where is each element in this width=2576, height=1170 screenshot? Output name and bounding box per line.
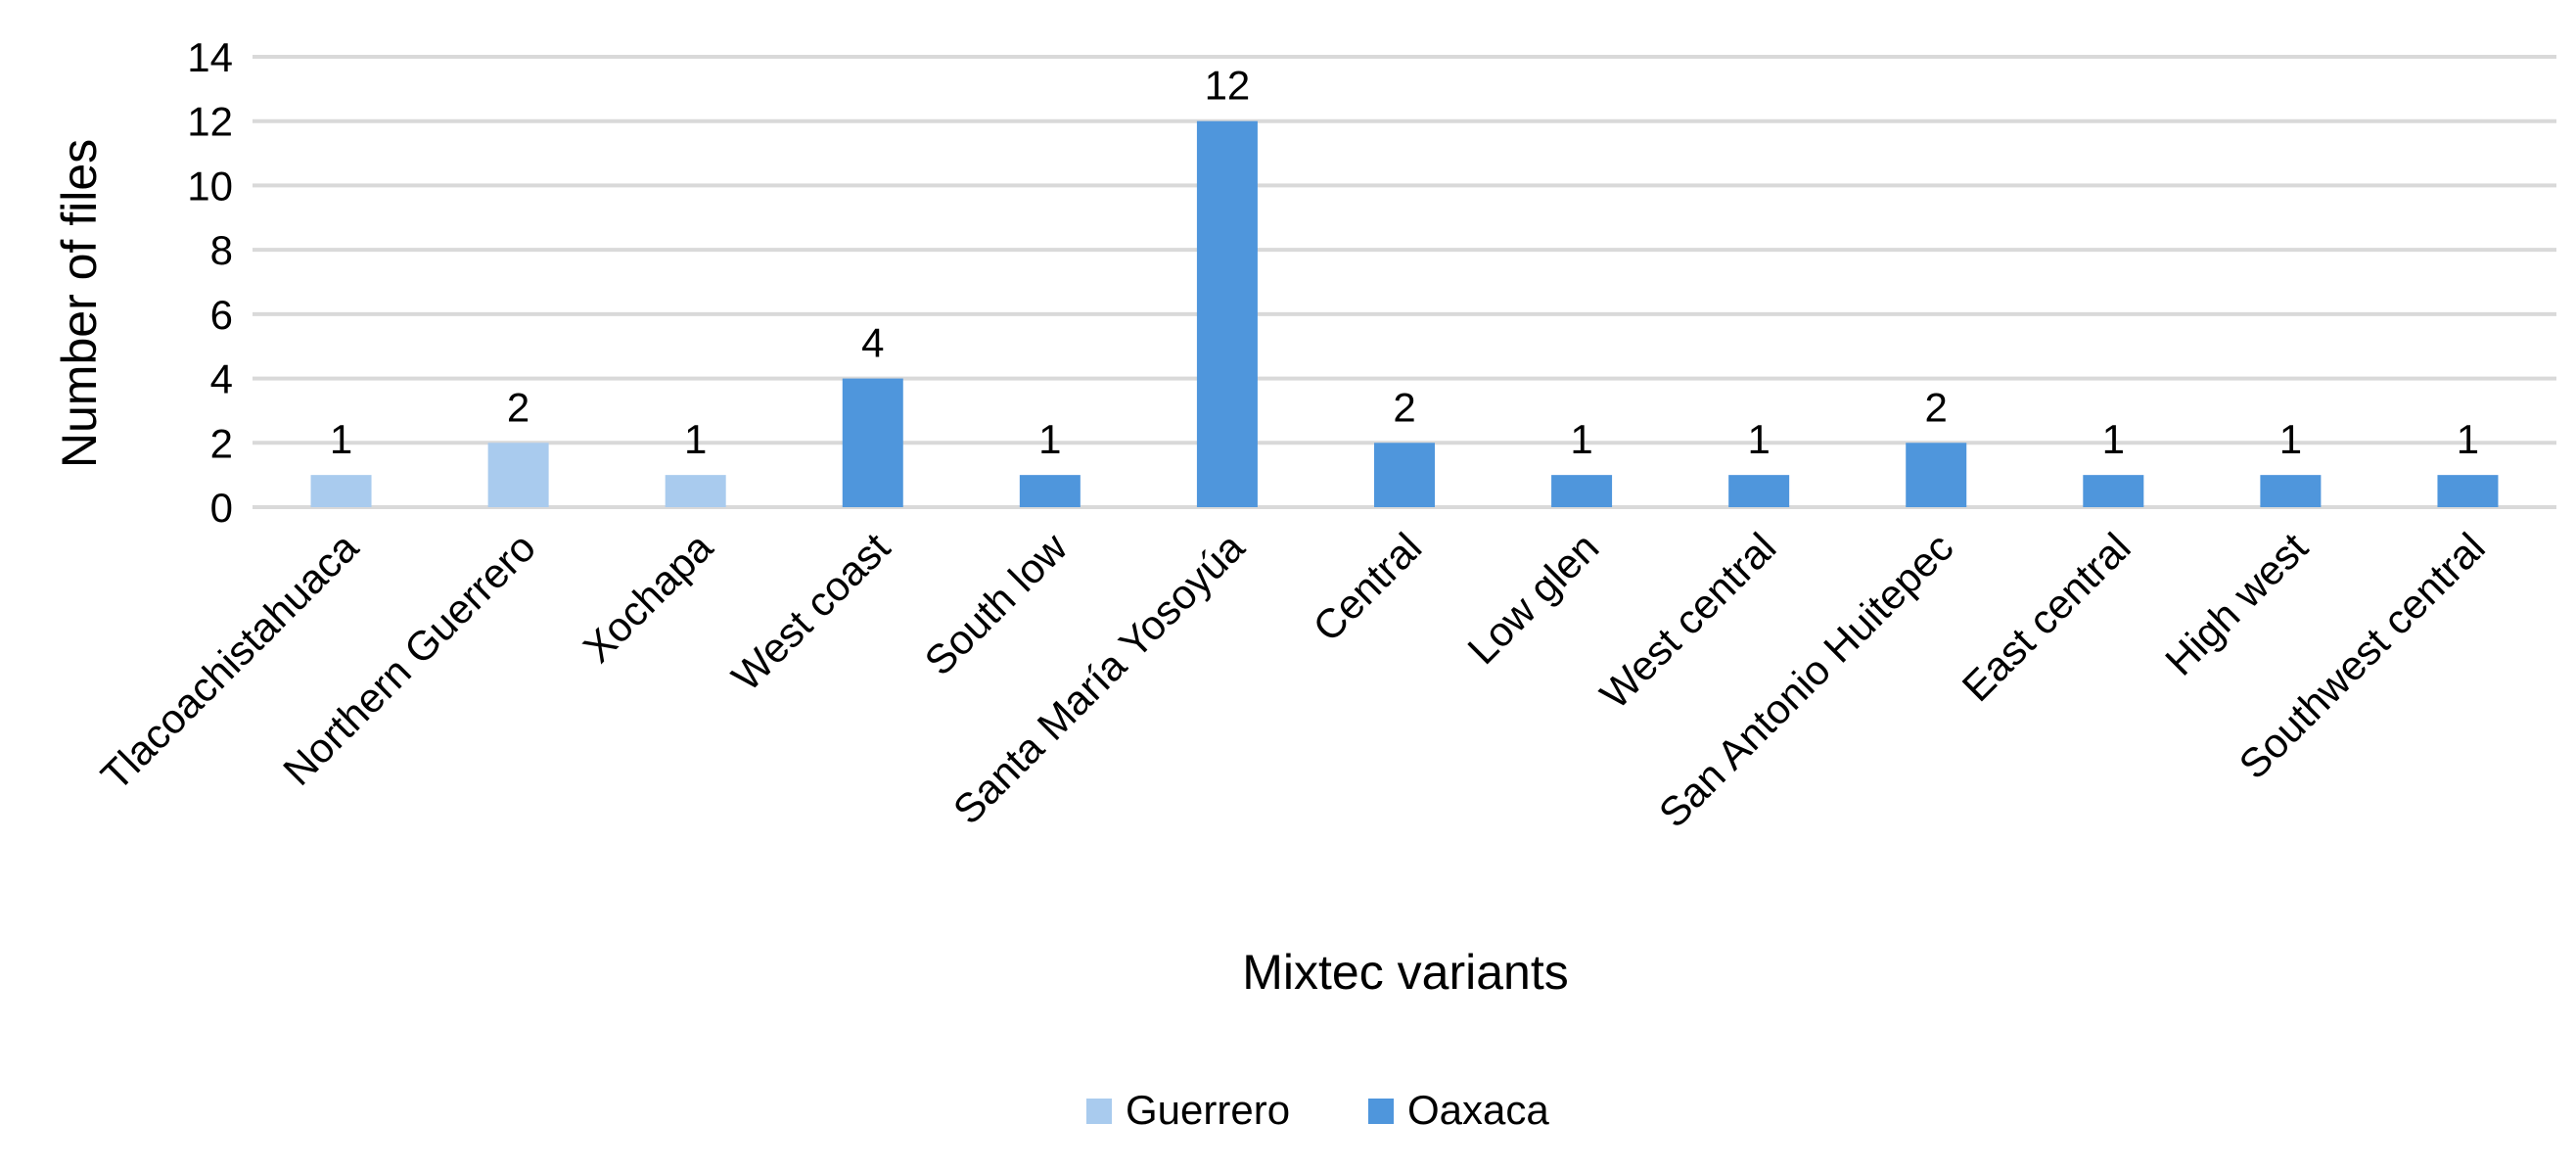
y-tick-label: 12 [187,99,233,145]
legend-label-oaxaca: Oaxaca [1407,1087,1549,1133]
bar-central [1374,443,1435,507]
bar-san-antonio-huitepec [1906,443,1967,507]
bar-low-glen [1551,475,1613,507]
data-label-tlacoachistahuaca: 1 [330,416,352,462]
y-axis-title: Number of files [52,139,107,468]
data-label-west-coast: 4 [861,320,884,366]
bar-southwest-central [2437,475,2499,507]
x-tick-label-san-antonio-huitepec: San Antonio Huitepec [1650,524,1962,836]
y-tick-label: 8 [210,227,233,273]
data-label-east-central: 1 [2102,416,2125,462]
x-tick-label-central: Central [1304,524,1430,650]
bar-tlacoachistahuaca [310,475,372,507]
legend: Guerrero Oaxaca [1086,1087,1549,1133]
legend-swatch-oaxaca [1368,1099,1394,1124]
y-tick-label: 14 [187,34,233,80]
legend-label-guerrero: Guerrero [1126,1087,1290,1133]
x-tick-label-santa-maria-yosoyua: Santa María Yosoyúa [944,524,1254,833]
y-tick-label: 0 [210,485,233,531]
x-axis-title: Mixtec variants [1242,945,1568,1000]
data-label-central: 2 [1393,384,1415,430]
y-tick-label: 2 [210,420,233,466]
y-tick-label: 10 [187,163,233,209]
bar-high-west [2260,475,2322,507]
data-label-west-central: 1 [1747,416,1770,462]
y-tick-label: 6 [210,292,233,338]
data-label-low-glen: 1 [1570,416,1592,462]
bar-west-coast [842,378,903,507]
gridlines [253,55,2556,509]
y-tick-label: 4 [210,356,233,402]
x-tick-label-low-glen: Low glen [1458,524,1607,673]
x-tick-label-west-central: West central [1591,524,1785,718]
data-label-northern-guerrero: 2 [507,384,529,430]
bar-south-low [1019,475,1081,507]
data-label-south-low: 1 [1038,416,1061,462]
data-label-southwest-central: 1 [2457,416,2479,462]
x-tick-label-xochapa: Xochapa [575,524,722,672]
x-tick-label-high-west: High west [2156,524,2317,684]
y-axis-ticks: 0 2 4 6 8 10 12 14 [187,34,233,531]
data-label-santa-maria-yosoyua: 12 [1205,63,1251,109]
bar-northern-guerrero [487,443,549,507]
bar-xochapa [665,475,726,507]
x-tick-label-east-central: East central [1954,524,2139,710]
x-tick-label-west-coast: West coast [723,524,899,700]
x-tick-label-south-low: South low [916,524,1077,684]
bar-west-central [1728,475,1790,507]
bar-santa-maria-yosoyua [1196,120,1258,507]
data-label-high-west: 1 [2279,416,2302,462]
legend-swatch-guerrero [1086,1099,1112,1124]
data-label-xochapa: 1 [684,416,707,462]
bar-east-central [2083,475,2144,507]
data-label-san-antonio-huitepec: 2 [1925,384,1948,430]
bars [310,120,2499,507]
